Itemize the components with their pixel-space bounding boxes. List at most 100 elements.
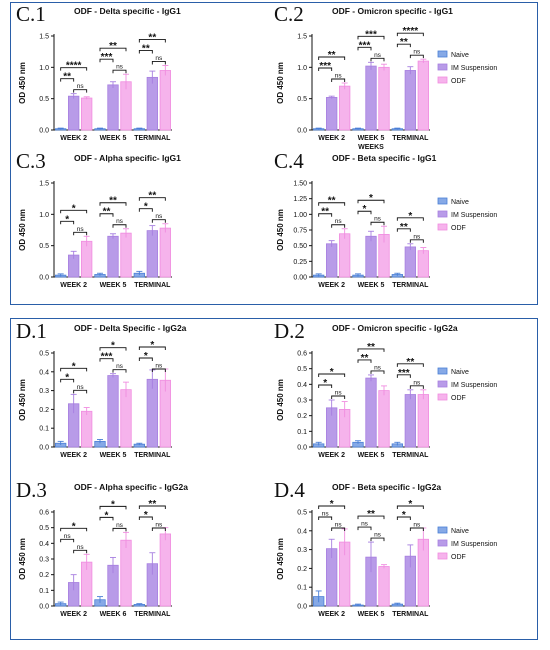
x-tick-label: TERMINAL — [134, 452, 171, 459]
y-tick-label: 1.5 — [39, 34, 49, 41]
y-tick-label: 0.4 — [297, 382, 307, 389]
y-tick-label: 0.00 — [293, 275, 307, 282]
significance-label: ns — [335, 218, 343, 225]
y-tick-label: 0.4 — [39, 369, 49, 376]
significance-bracket — [60, 378, 75, 383]
x-tick-label: WEEK 5 — [100, 452, 127, 459]
significance-bracket — [331, 395, 346, 399]
y-tick-label: 0.5 — [39, 525, 49, 532]
significance-label: ** — [321, 207, 329, 218]
significance-bracket — [99, 47, 127, 52]
legend-swatch — [437, 552, 448, 560]
y-tick-label: 1.25 — [293, 196, 307, 203]
bar — [107, 235, 119, 278]
significance-bracket — [396, 32, 424, 37]
y-tick-label: 1.00 — [293, 212, 307, 219]
significance-bracket — [73, 231, 88, 236]
significance-label: ns — [335, 73, 343, 80]
x-tick-label: TERMINAL — [134, 135, 171, 142]
y-axis-label: OD 450 nm — [18, 379, 27, 421]
y-tick-label: 0.0 — [297, 604, 307, 611]
panel-label: D.1 — [16, 319, 47, 343]
significance-label: * — [323, 378, 327, 389]
legend-label: ODF — [451, 554, 466, 561]
significance-label: ns — [64, 533, 72, 540]
x-tick-label: TERMINAL — [392, 452, 429, 459]
legend-swatch — [437, 393, 448, 401]
significance-label: * — [408, 499, 412, 510]
significance-bracket — [396, 217, 424, 221]
bar — [81, 240, 93, 278]
significance-bracket — [357, 35, 385, 40]
panel-label: C.1 — [16, 2, 46, 26]
significance-bracket — [151, 61, 166, 65]
bar — [339, 233, 351, 278]
y-tick-label: 0.0 — [297, 128, 307, 135]
significance-bracket — [138, 39, 166, 43]
panel-label: D.2 — [274, 319, 305, 343]
chart-title: ODF - Beta specific - IgG1 — [332, 153, 437, 163]
significance-label: * — [330, 499, 334, 510]
y-tick-label: 1.5 — [39, 181, 49, 188]
significance-label: ns — [155, 213, 163, 220]
y-tick-label: 0.5 — [297, 366, 307, 373]
y-tick-label: 0.4 — [39, 541, 49, 548]
significance-label: ns — [361, 521, 369, 528]
y-tick-label: 0.0 — [39, 604, 49, 611]
significance-bracket — [370, 537, 385, 542]
y-tick-label: 0.1 — [297, 429, 307, 436]
significance-label: ns — [322, 511, 330, 518]
y-axis-label: OD 450 nm — [276, 209, 285, 251]
y-tick-label: 0.6 — [297, 351, 307, 358]
significance-bracket — [357, 210, 372, 215]
y-tick-label: 0.0 — [39, 128, 49, 135]
y-tick-label: 0.4 — [297, 528, 307, 535]
significance-label: ns — [116, 363, 124, 370]
legend-label: IM Suspension — [451, 212, 497, 219]
significance-label: ns — [374, 216, 382, 223]
significance-label: * — [408, 211, 412, 222]
bar — [326, 97, 338, 131]
chart-title: ODF - Delta specific - IgG1 — [74, 6, 181, 16]
bar — [378, 390, 390, 448]
significance-bracket — [357, 348, 385, 352]
bar — [159, 70, 171, 131]
x-tick-label: WEEK 2 — [318, 611, 345, 618]
significance-bracket — [331, 78, 346, 82]
significance-bracket — [318, 67, 333, 71]
significance-label: ns — [413, 379, 421, 386]
x-tick-label: WEEK 2 — [60, 282, 87, 289]
significance-bracket — [151, 527, 166, 531]
legend-label: Naive — [451, 369, 469, 376]
legend-label: Naive — [451, 528, 469, 535]
significance-label: * — [72, 521, 76, 532]
significance-label: ** — [400, 222, 408, 233]
bar — [107, 84, 119, 131]
legend-label: Naive — [451, 199, 469, 206]
significance-label: * — [144, 510, 148, 521]
x-tick-label: TERMINAL — [134, 611, 171, 618]
x-tick-label: WEEK 2 — [60, 452, 87, 459]
bar — [81, 97, 93, 131]
significance-bracket — [138, 346, 166, 350]
significance-bracket — [318, 213, 333, 217]
significance-label: *** — [365, 29, 377, 40]
significance-bracket — [357, 515, 385, 520]
significance-bracket — [112, 369, 127, 373]
y-tick-label: 1.5 — [297, 34, 307, 41]
significance-label: *** — [398, 368, 410, 379]
bar — [120, 232, 132, 278]
y-tick-label: 1.50 — [293, 181, 307, 188]
x-tick-label: WEEK 2 — [318, 282, 345, 289]
y-tick-label: 0.0 — [297, 445, 307, 452]
significance-bracket — [99, 58, 114, 63]
significance-bracket — [60, 367, 88, 372]
significance-bracket — [396, 374, 411, 378]
significance-bracket — [138, 50, 153, 54]
bar — [404, 246, 416, 278]
chart-title: ODF - Omicron specific - IgG1 — [332, 6, 453, 16]
chart-svg: OD 450 nm 0.00 0.25 0.50 0.75 1.00 1.25 1.50 WEE… — [276, 181, 497, 290]
significance-label: * — [65, 214, 69, 225]
panel-label: C.3 — [16, 149, 46, 173]
